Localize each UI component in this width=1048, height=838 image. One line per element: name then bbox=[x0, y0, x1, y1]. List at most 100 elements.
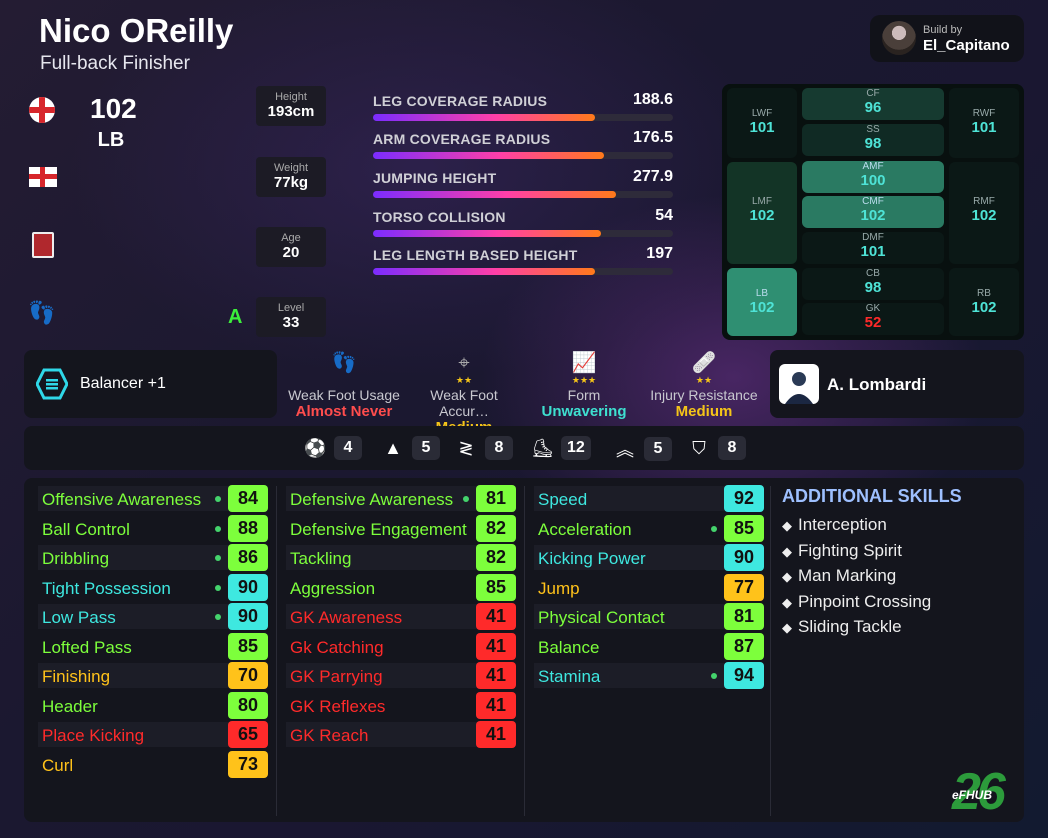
skill-value: 41 bbox=[476, 603, 516, 630]
skill-row: Defensive Awareness 81 bbox=[286, 484, 521, 514]
extra-label: Weak Foot Usage bbox=[288, 387, 400, 403]
overall-rating: 102 bbox=[90, 93, 137, 124]
diamond-bullet-icon: ◆ bbox=[782, 620, 792, 635]
stars: ★★★ bbox=[571, 375, 597, 385]
diamond-bullet-icon: ◆ bbox=[782, 594, 792, 610]
bar-fill bbox=[373, 268, 595, 275]
pos-rmf[interactable]: RMF 102 bbox=[949, 162, 1019, 264]
pos-label: RB bbox=[977, 288, 991, 299]
bar-track bbox=[373, 191, 673, 198]
height-box: Height 193cm bbox=[256, 86, 326, 126]
skill-value: 82 bbox=[476, 514, 516, 542]
coach-name: A. Lombardi bbox=[827, 375, 927, 394]
skill-name: GK Parrying bbox=[290, 667, 383, 686]
skill-value: 85 bbox=[476, 573, 516, 601]
skill-row: Tackling 82 bbox=[286, 543, 521, 573]
boost-dot-icon bbox=[463, 496, 469, 502]
pos-cb[interactable]: CB 98 bbox=[802, 268, 944, 300]
pos-cf[interactable]: CF 96 bbox=[802, 88, 944, 120]
foot-icon: 👣 bbox=[331, 352, 357, 374]
pos-lb[interactable]: LB 102 bbox=[727, 268, 797, 336]
age-box: Age 20 bbox=[256, 227, 326, 267]
bar-label: JUMPING HEIGHT bbox=[373, 170, 497, 186]
skill-row: Stamina 94 bbox=[534, 661, 769, 691]
pos-ss[interactable]: SS 98 bbox=[802, 124, 944, 156]
pos-rwf[interactable]: RWF 101 bbox=[949, 88, 1019, 158]
pos-lmf[interactable]: LMF 102 bbox=[727, 162, 797, 264]
build-by-label: Build by bbox=[923, 24, 963, 36]
skill-row: Header 80 bbox=[38, 691, 273, 721]
pos-label: RWF bbox=[972, 108, 996, 119]
skill-name: Curl bbox=[42, 755, 74, 775]
skill-value: 41 bbox=[476, 632, 516, 660]
skill-row-bg bbox=[534, 604, 734, 629]
bar-fill bbox=[373, 152, 604, 159]
player-position: LB bbox=[97, 129, 125, 151]
bar-label: TORSO COLLISION bbox=[373, 209, 506, 225]
cone-icon: ▲ bbox=[384, 437, 402, 458]
pos-value: 98 bbox=[864, 279, 882, 296]
skill-name: GK Awareness bbox=[290, 608, 403, 627]
pos-label: CMF bbox=[862, 196, 884, 207]
extra-value: Almost Never bbox=[295, 403, 393, 420]
dribble-icon: ≷ bbox=[458, 437, 474, 458]
skill-row-bg bbox=[38, 486, 238, 511]
pos-label: LB bbox=[755, 288, 769, 299]
boost-dot-icon bbox=[215, 555, 221, 561]
bar-value: 54 bbox=[655, 207, 673, 224]
pos-gk[interactable]: GK 52 bbox=[802, 303, 944, 335]
count-value: 5 bbox=[412, 436, 440, 460]
skill-row-bg bbox=[38, 545, 238, 570]
bar-track bbox=[373, 152, 673, 159]
count-boot: ⛸ 12 bbox=[531, 436, 591, 460]
bar-label: ARM COVERAGE RADIUS bbox=[373, 131, 551, 147]
pos-label: CF bbox=[866, 88, 880, 99]
skill-value: 77 bbox=[724, 573, 764, 601]
logo-brand: eFHUB bbox=[952, 788, 993, 802]
skill-row-bg bbox=[286, 663, 486, 688]
skill-value: 41 bbox=[476, 691, 516, 719]
pos-cmf[interactable]: CMF 102 bbox=[802, 196, 944, 228]
skills-column-attacking: Offensive Awareness 84 Ball Control 88 Dribb… bbox=[38, 484, 273, 779]
skill-value: 86 bbox=[228, 544, 268, 571]
build-by-card[interactable]: Build by El_Capitano bbox=[870, 15, 1024, 62]
skill-value: 85 bbox=[724, 514, 764, 542]
playstyle-card[interactable]: Balancer +1 bbox=[24, 350, 277, 418]
skill-name: Speed bbox=[538, 490, 588, 509]
weight-box: Weight 77kg bbox=[256, 157, 326, 197]
skill-value: 90 bbox=[228, 573, 268, 601]
boost-dot-icon bbox=[215, 584, 221, 591]
skill-value: 41 bbox=[476, 721, 516, 748]
skill-name: Offensive Awareness bbox=[42, 490, 202, 509]
diamond-bullet-icon: ◆ bbox=[782, 518, 792, 533]
skill-name: Physical Contact bbox=[538, 608, 665, 627]
pos-dmf[interactable]: DMF 101 bbox=[802, 232, 944, 264]
club-crest-icon bbox=[32, 232, 54, 258]
skill-name: Tight Possession bbox=[42, 578, 171, 598]
pos-label: CB bbox=[866, 268, 880, 279]
pos-amf[interactable]: AMF 100 bbox=[802, 161, 944, 193]
player-role: Full-back Finisher bbox=[40, 53, 190, 74]
pos-value: 102 bbox=[749, 299, 775, 316]
shield-icon: ⛉ bbox=[692, 437, 706, 458]
bandage-icon: 🩹 bbox=[691, 352, 717, 374]
level-label: Level bbox=[277, 302, 305, 314]
additional-skill-label: Sliding Tackle bbox=[798, 617, 902, 636]
coach-card[interactable]: A. Lombardi bbox=[770, 350, 1024, 418]
boost-dot-icon bbox=[711, 673, 717, 679]
bar-jumping-height: JUMPING HEIGHT 277.9 bbox=[373, 168, 673, 200]
skills-panel: Offensive Awareness 84 Ball Control 88 Dribb… bbox=[24, 478, 1024, 822]
logo-number: 26 bbox=[952, 763, 1006, 821]
pos-lwf[interactable]: LWF 101 bbox=[727, 88, 797, 158]
nationality-flag-icon bbox=[29, 97, 55, 123]
bar-value: 176.5 bbox=[632, 129, 673, 146]
additional-skill-item: ◆ Man Marking bbox=[782, 566, 1012, 592]
double-chevron-icon: ︽ bbox=[616, 440, 634, 460]
playstyle-label: Balancer +1 bbox=[80, 375, 166, 392]
skill-row: Place Kicking 65 bbox=[38, 720, 273, 750]
diamond-bullet-icon: ◆ bbox=[782, 543, 792, 559]
count-chevron: ︽ 5 bbox=[614, 436, 672, 462]
pos-rb[interactable]: RB 102 bbox=[949, 268, 1019, 336]
skill-value: 81 bbox=[476, 485, 516, 512]
boost-dot-icon bbox=[215, 525, 221, 532]
